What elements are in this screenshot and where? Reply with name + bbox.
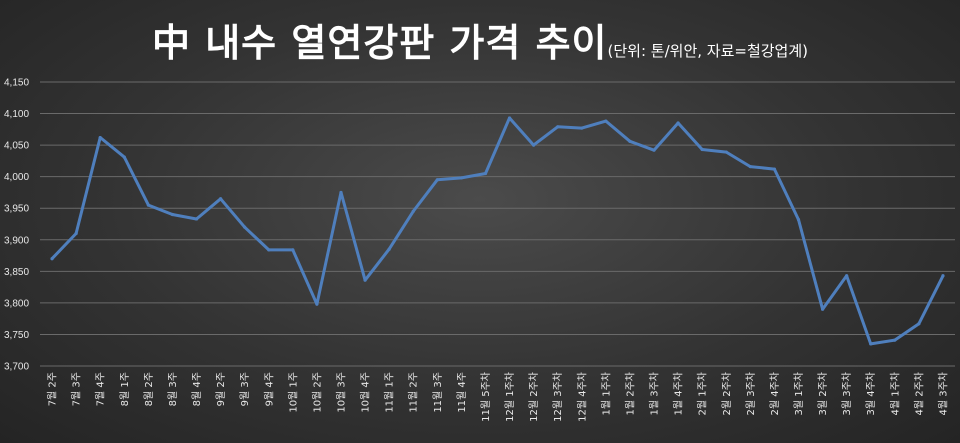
- y-tick-label: 4,100: [4, 109, 29, 120]
- y-tick-label: 4,050: [4, 141, 29, 152]
- chart-subtitle: (단위: 톤/위안, 자료=철강업계): [607, 42, 809, 60]
- x-tick-label: 11월 1주: [384, 372, 396, 413]
- data-point: [74, 231, 78, 236]
- data-point: [724, 150, 728, 154]
- data-point: [339, 190, 343, 195]
- y-tick-label: 3,750: [4, 330, 29, 341]
- x-tick-label: 1월 4주차: [673, 372, 685, 416]
- data-point: [556, 125, 560, 129]
- data-point: [869, 342, 873, 346]
- data-point: [483, 171, 488, 176]
- x-tick-label: 7월 2주: [47, 372, 59, 406]
- data-point: [604, 119, 608, 123]
- data-point: [291, 248, 295, 252]
- data-point: [50, 257, 54, 261]
- x-tick-label: 7월 4주: [95, 372, 107, 406]
- x-tick-label: 2월 1주차: [697, 372, 709, 416]
- data-point: [170, 212, 175, 217]
- data-point: [917, 322, 921, 326]
- x-tick-label: 12월 2주차: [528, 372, 540, 422]
- data-point: [459, 176, 463, 180]
- x-tick-label: 11월 3주: [432, 372, 444, 413]
- data-point: [772, 167, 777, 171]
- x-tick-label: 1월 2주차: [624, 372, 636, 416]
- x-tick-label: 3월 4주차: [865, 372, 877, 416]
- y-tick-label: 3,700: [4, 362, 29, 373]
- x-tick-label: 8월 2주: [143, 372, 155, 406]
- x-tick-label: 4월 1주차: [889, 372, 901, 416]
- data-point: [122, 155, 126, 159]
- x-tick-label: 1월 3주차: [649, 372, 661, 416]
- y-tick-label: 3,800: [4, 298, 29, 309]
- data-point: [267, 248, 271, 252]
- x-tick-label: 3월 2주차: [817, 372, 829, 416]
- x-tick-label: 3월 1주차: [793, 372, 805, 416]
- x-tick-label: 8월 1주: [119, 372, 131, 406]
- x-tick-label: 4월 2주차: [913, 372, 925, 416]
- x-tick-label: 9월 4주: [263, 372, 275, 406]
- data-point: [893, 338, 897, 342]
- y-tick-label: 4,150: [4, 78, 29, 89]
- x-tick-label: 11월 2주: [408, 372, 420, 413]
- data-point: [435, 178, 439, 182]
- data-point: [363, 278, 367, 282]
- data-point: [700, 147, 704, 152]
- data-point: [532, 143, 536, 147]
- data-point: [194, 217, 199, 221]
- x-tick-label: 8월 4주: [191, 372, 203, 406]
- x-tick-label: 2월 3주차: [745, 372, 757, 416]
- x-tick-label: 12월 3주차: [552, 372, 564, 422]
- x-tick-label: 12월 4주차: [576, 372, 588, 422]
- chart-title: 中 내수 열연강판 가격 추이: [151, 21, 608, 65]
- x-tick-label: 7월 3주: [71, 372, 83, 406]
- x-tick-label: 12월 1주차: [504, 372, 516, 422]
- data-point: [411, 209, 415, 213]
- price-series-line: [50, 116, 945, 346]
- x-tick-label: 10월 3주: [335, 372, 347, 413]
- x-tick-label: 10월 4주: [360, 372, 372, 413]
- data-point: [580, 126, 584, 130]
- data-point: [820, 307, 825, 311]
- x-tick-label: 11월 4주: [456, 372, 468, 413]
- x-tick-label: 11월 5주차: [480, 372, 492, 422]
- data-point: [796, 217, 801, 222]
- data-point: [387, 247, 391, 251]
- data-point: [748, 164, 752, 169]
- x-tick-label: 10월 2주: [311, 372, 323, 413]
- data-point: [628, 139, 632, 143]
- data-point: [941, 274, 945, 278]
- data-point: [315, 302, 319, 306]
- y-tick-label: 4,000: [4, 172, 29, 183]
- data-point: [98, 135, 102, 140]
- data-point: [652, 148, 656, 152]
- y-tick-label: 3,950: [4, 204, 29, 215]
- x-tick-label: 2월 4주차: [769, 372, 781, 416]
- data-point: [146, 203, 150, 207]
- chart-title-block: 中 내수 열연강판 가격 추이(단위: 톤/위안, 자료=철강업계): [0, 12, 960, 67]
- x-tick-label: 8월 3주: [167, 372, 179, 406]
- data-point: [243, 225, 247, 229]
- data-point: [845, 274, 849, 278]
- x-tick-label: 3월 3주차: [841, 372, 853, 416]
- y-tick-label: 3,900: [4, 235, 29, 246]
- x-tick-label: 9월 3주: [239, 372, 251, 406]
- x-tick-label: 2월 2주차: [721, 372, 733, 416]
- x-tick-label: 4월 3주차: [937, 372, 949, 416]
- data-point: [676, 121, 680, 125]
- data-point: [218, 197, 223, 201]
- x-tick-label: 9월 2주: [215, 372, 227, 406]
- x-tick-label: 1월 1주차: [600, 372, 612, 416]
- x-tick-label: 10월 1주: [287, 372, 299, 413]
- data-point: [507, 116, 512, 120]
- y-tick-label: 3,850: [4, 267, 29, 278]
